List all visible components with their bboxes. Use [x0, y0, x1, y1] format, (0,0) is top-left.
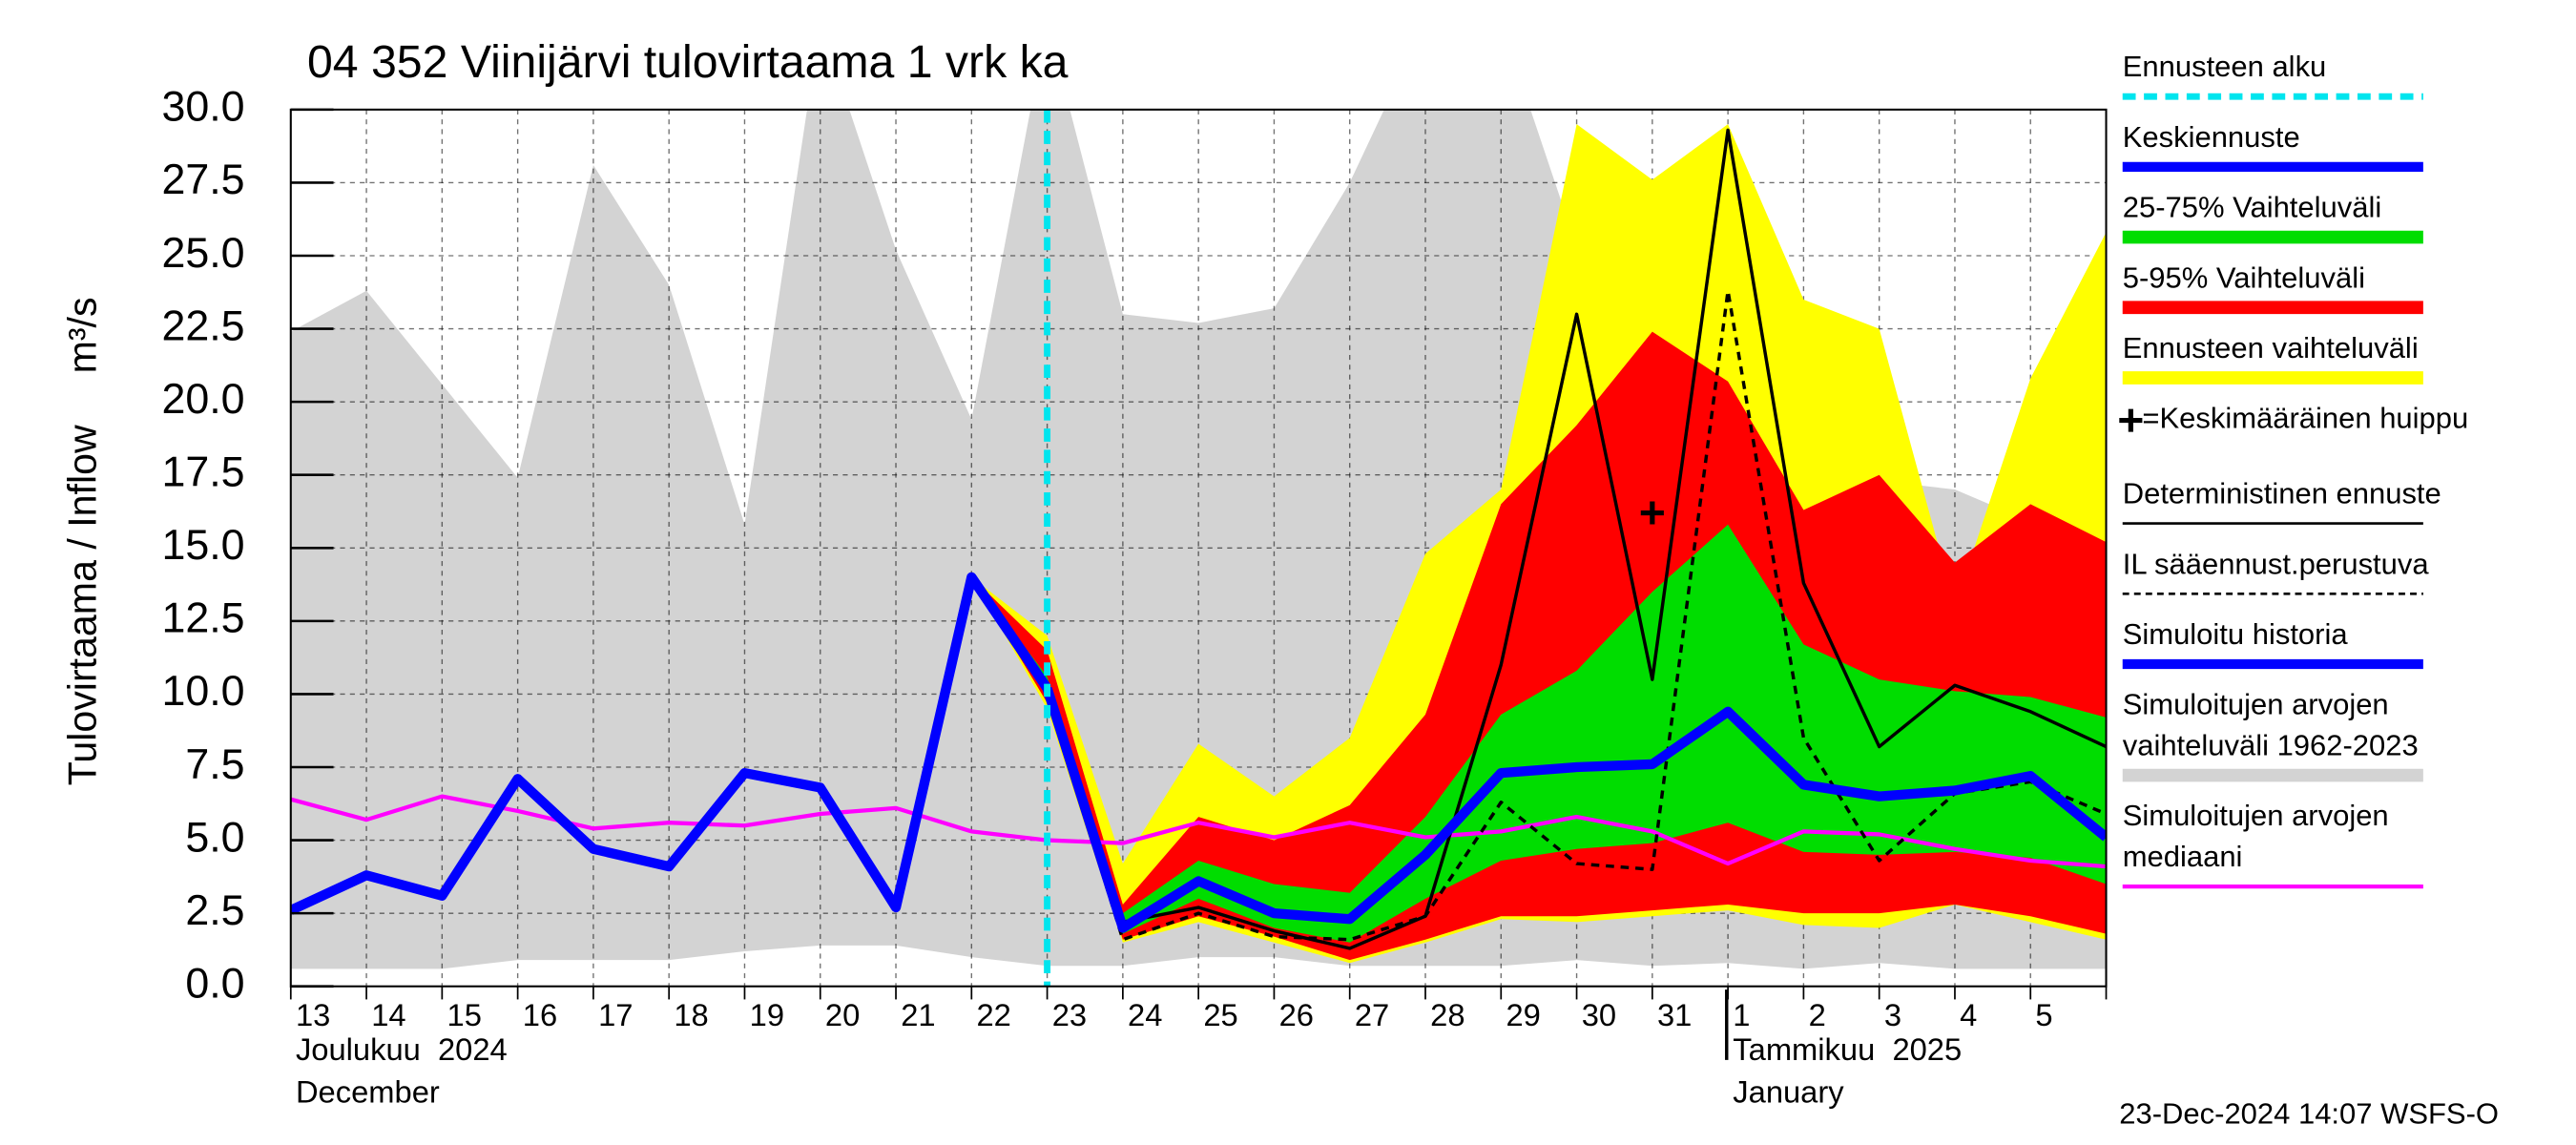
legend-label: Simuloitujen arvojen vaihteluväli 1962-20…: [2123, 688, 2419, 762]
y-tick-label: 15.0: [161, 522, 244, 569]
series-line: [290, 572, 1051, 915]
lines: [290, 128, 2107, 950]
x-tick-label: 3: [1884, 997, 1901, 1032]
y-tick-label: 10.0: [161, 668, 244, 715]
legend-label: IL sääennust.perustuva: [2123, 547, 2430, 580]
x-tick-label: 26: [1279, 997, 1314, 1032]
x-tick-label: 13: [296, 997, 330, 1032]
x-tick-label: 17: [598, 997, 633, 1032]
peak-marker: [1640, 501, 1664, 525]
chart-title: 04 352 Viinijärvi tulovirtaama 1 vrk ka: [307, 36, 1069, 88]
x-tick-label: 16: [523, 997, 557, 1032]
y-tick-label: 2.5: [185, 887, 244, 934]
x-tick-label: 1: [1733, 997, 1750, 1032]
y-tick-label: 5.0: [185, 814, 244, 861]
legend-label: 5-95% Vaihteluväli: [2123, 260, 2365, 294]
month-label: Tammikuu 2025: [1733, 1031, 1962, 1067]
month-label: Joulukuu 2024: [296, 1031, 508, 1067]
y-tick-label: 17.5: [161, 449, 244, 496]
legend-label: Ennusteen alku: [2123, 50, 2327, 83]
x-tick-label: 2: [1809, 997, 1826, 1032]
x-tick-label: 27: [1355, 997, 1389, 1032]
x-tick-label: 5: [2035, 997, 2052, 1032]
legend-symbol: [2119, 408, 2143, 432]
x-tick-label: 31: [1657, 997, 1692, 1032]
legend-label: =Keskimääräinen huippu: [2142, 402, 2468, 435]
x-tick-label: 22: [976, 997, 1010, 1032]
x-tick-label: 29: [1506, 997, 1540, 1032]
legend-label: Simuloitu historia: [2123, 617, 2349, 651]
x-tick-label: 24: [1128, 997, 1162, 1032]
series-line: [1042, 686, 2107, 933]
x-tick-label: 21: [901, 997, 935, 1032]
series-line: [290, 794, 2107, 869]
x-tick-label: 30: [1582, 997, 1616, 1032]
x-tick-label: 20: [825, 997, 860, 1032]
footer: 23-Dec-2024 14:07 WSFS-O: [2119, 1096, 2499, 1130]
legend-label: Keskiennuste: [2123, 120, 2300, 154]
x-tick-label: 23: [1052, 997, 1087, 1032]
x-tick-label: 14: [371, 997, 405, 1032]
legend-label: 25-75% Vaihteluväli: [2123, 191, 2381, 224]
month-label: January: [1733, 1074, 1844, 1110]
legend-label: Deterministinen ennuste: [2123, 477, 2441, 510]
legend-label: Simuloitujen arvojen mediaani: [2123, 799, 2389, 873]
month-label: December: [296, 1074, 440, 1110]
y-tick-label: 25.0: [161, 230, 244, 277]
series-line: [969, 128, 2107, 950]
y-tick-label: 27.5: [161, 156, 244, 203]
x-tick-label: 25: [1203, 997, 1237, 1032]
y-tick-label: 7.5: [185, 741, 244, 788]
y-tick-label: 20.0: [161, 376, 244, 423]
x-tick-label: 15: [447, 997, 482, 1032]
bands-forecast: [971, 124, 2107, 964]
x-tick-label: 28: [1430, 997, 1465, 1032]
y-axis-unit: m³/s: [60, 297, 104, 373]
y-tick-label: 12.5: [161, 595, 244, 642]
y-tick-label: 0.0: [185, 961, 244, 1008]
y-axis-label: Tulovirtaama / Inflow: [60, 425, 104, 785]
band: [971, 524, 2107, 943]
y-tick-label: 30.0: [161, 84, 244, 131]
y-tick-label: 22.5: [161, 302, 244, 349]
x-tick-label: 4: [1960, 997, 1977, 1032]
x-tick-label: 18: [674, 997, 708, 1032]
x-tick-label: 19: [750, 997, 784, 1032]
legend-label: Ennusteen vaihteluväli: [2123, 331, 2419, 364]
